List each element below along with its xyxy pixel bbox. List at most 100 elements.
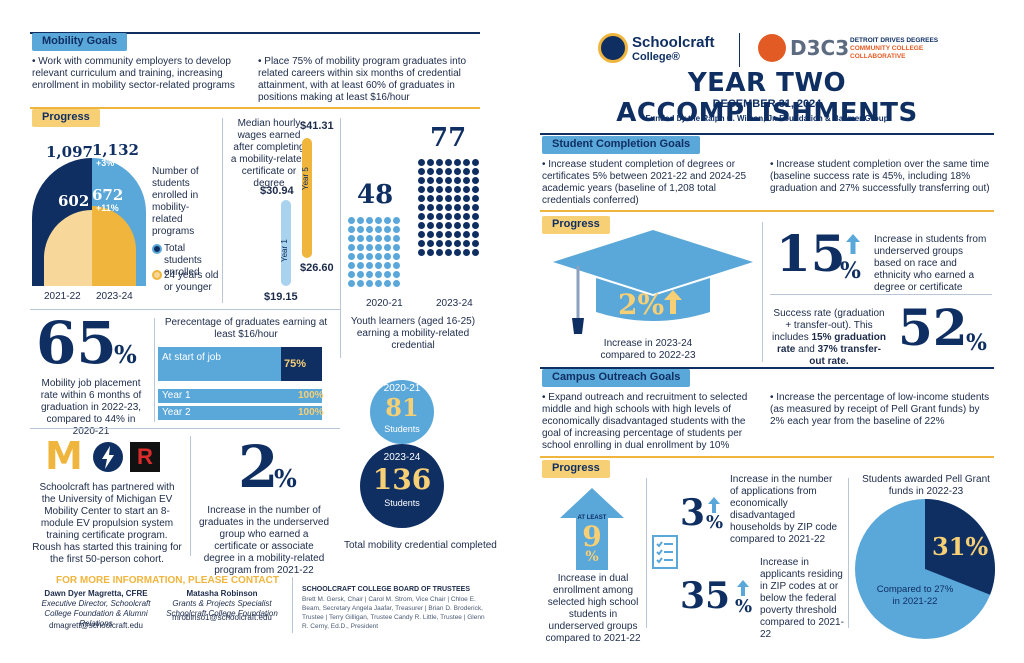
pell-title: Students awarded Pell Grant funds in 202… xyxy=(862,474,990,497)
enroll-year-a: 2021-22 xyxy=(44,291,81,302)
applications-3-value: 3 xyxy=(680,492,706,534)
credential-caption: Total mobility credential completed xyxy=(344,540,497,551)
youth-dot xyxy=(384,280,391,287)
youth-dot xyxy=(375,262,382,269)
credential-2324-value: 136 xyxy=(372,463,432,496)
legend-total-label: Total students enrolled xyxy=(164,243,202,278)
enroll-2324-total: 1,132 xyxy=(92,141,139,159)
completion-rule xyxy=(540,133,994,135)
youth-dot xyxy=(454,204,461,211)
youth-dot xyxy=(366,262,373,269)
contact-2-email[interactable]: mrobinso1@schoolcraft.edu xyxy=(172,613,272,622)
youth-dot xyxy=(366,280,373,287)
youth-dot xyxy=(445,222,452,229)
contact-2-role: Grants & Projects Specialist Schoolcraft… xyxy=(166,599,278,618)
youth-dot xyxy=(375,253,382,260)
youth-dot xyxy=(454,159,461,166)
youth-dot xyxy=(463,195,470,202)
earning-title: Perecentage of graduates earning at leas… xyxy=(164,317,328,340)
divider-mid xyxy=(30,309,340,310)
enroll-2122-young: 602 xyxy=(58,192,90,210)
youth-dot xyxy=(366,253,373,260)
youth-dot xyxy=(418,195,425,202)
legend-young-dot xyxy=(152,270,162,280)
youth-2324-dots xyxy=(418,159,479,256)
youth-dot xyxy=(472,204,479,211)
progress-header-left: Progress xyxy=(32,109,100,127)
youth-dot xyxy=(348,217,355,224)
youth-dot xyxy=(366,217,373,224)
cap-arrow-up-icon xyxy=(664,290,682,314)
wage-y5-bottom: $26.60 xyxy=(300,262,334,274)
page-date: DECEMBER 31, 2024 xyxy=(712,98,822,110)
youth-dot xyxy=(393,280,400,287)
enroll-total-change: +3% xyxy=(96,158,115,168)
youth-dot xyxy=(454,195,461,202)
youth-dot xyxy=(472,213,479,220)
youth-dot xyxy=(463,222,470,229)
credential-2021-label: Students xyxy=(384,424,420,434)
arrow-up-icon-35 xyxy=(737,580,749,596)
youth-dot xyxy=(348,262,355,269)
underserved-15-pct: % xyxy=(840,258,861,284)
enroll-2122-total: 1,097 xyxy=(46,143,93,161)
youth-dot xyxy=(366,244,373,251)
youth-dot xyxy=(427,213,434,220)
youth-dot xyxy=(357,280,364,287)
page-funded: Funded by the Ralph C. Wilson, Jr. Found… xyxy=(645,114,889,123)
youth-dot xyxy=(357,262,364,269)
youth-dot xyxy=(393,235,400,242)
earning-row-year2-bar xyxy=(158,406,322,420)
youth-dot xyxy=(348,226,355,233)
youth-dot xyxy=(427,231,434,238)
contact-2-name: Matasha Robinson xyxy=(186,589,258,598)
youth-desc: Youth learners (aged 16-25) earning a mo… xyxy=(350,316,476,351)
contact-title: FOR MORE INFORMATION, PLEASE CONTACT xyxy=(56,575,279,586)
wage-y1-top: $30.94 xyxy=(260,185,294,197)
youth-dot xyxy=(463,186,470,193)
youth-dot xyxy=(366,271,373,278)
mobility-goal-2: • Place 75% of mobility program graduate… xyxy=(258,56,467,103)
wage-y5-top: $41.31 xyxy=(300,120,334,132)
youth-2324-value: 77 xyxy=(430,123,467,153)
earning-row-year1-bar xyxy=(158,389,322,403)
youth-dot xyxy=(472,159,479,166)
youth-dot xyxy=(384,226,391,233)
youth-dot xyxy=(445,204,452,211)
youth-dot xyxy=(418,240,425,247)
legend-young-label: 24 years old or younger xyxy=(164,270,219,293)
divider-low xyxy=(30,428,340,429)
underserved-15-desc: Increase in students from underserved gr… xyxy=(874,234,987,293)
enroll-2324-young: 672 xyxy=(92,186,124,204)
pell-compare: Compared to 27% in 2021-22 xyxy=(876,584,954,607)
credential-2324-label: Students xyxy=(384,498,420,508)
youth-dot xyxy=(393,271,400,278)
credential-2021-year: 2020-21 xyxy=(383,383,421,394)
youth-dot xyxy=(436,240,443,247)
youth-dot xyxy=(427,249,434,256)
youth-dot xyxy=(436,249,443,256)
youth-dot xyxy=(436,186,443,193)
enroll-year-b: 2023-24 xyxy=(96,291,133,302)
youth-dot xyxy=(463,249,470,256)
youth-dot xyxy=(418,204,425,211)
youth-dot xyxy=(454,177,461,184)
wage-y1-bar xyxy=(281,200,291,286)
d3c3-mark: D3C3 xyxy=(790,36,850,60)
brand-divider xyxy=(739,33,740,67)
arrow-at-least: AT LEAST xyxy=(577,515,607,521)
enroll-young-change: +11% xyxy=(96,203,119,213)
youth-dot xyxy=(472,240,479,247)
board-title: SCHOOLCRAFT COLLEGE BOARD OF TRUSTEES xyxy=(302,586,470,593)
youth-dot xyxy=(463,168,470,175)
youth-dot xyxy=(436,231,443,238)
applicants-35-pct: % xyxy=(735,596,753,617)
youth-dot xyxy=(384,271,391,278)
d3c3-line1: DETROIT DRIVES DEGREES xyxy=(850,37,939,44)
youth-dot xyxy=(427,195,434,202)
arrow-pct: % xyxy=(585,549,599,565)
divider-youth xyxy=(340,118,341,358)
contact-1-email[interactable]: dmagrett@schoolcraft.edu xyxy=(49,621,143,630)
youth-dot xyxy=(384,262,391,269)
youth-dot xyxy=(418,168,425,175)
